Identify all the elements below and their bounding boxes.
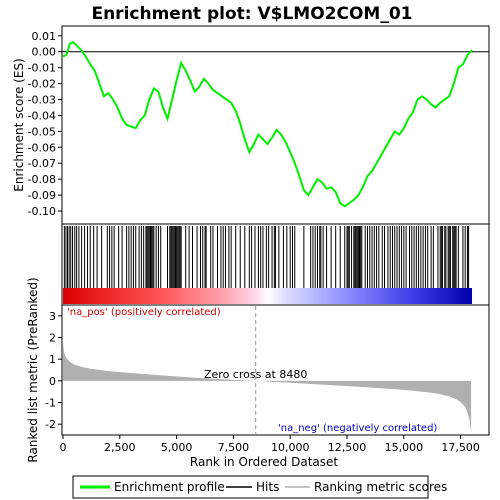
es-panel-frame [61,25,490,225]
x-tick-label: 17,500 [441,441,480,454]
ranked-y-tick-label: 1 [49,353,56,366]
es-y-tick-label: -0.06 [28,141,56,154]
x-tick-label: 12,500 [328,441,367,454]
es-y-tick-label: -0.03 [28,94,56,107]
rank-color-bar [63,288,472,304]
x-axis-label: Rank in Ordered Dataset [190,455,338,469]
es-y-tick-label: -0.07 [28,157,56,170]
es-y-tick-label: -0.10 [28,205,56,218]
legend-hits-label: Hits [256,480,279,494]
zero-cross-label: Zero cross at 8480 [204,368,307,381]
es-y-tick-label: -0.04 [28,109,56,122]
ranked-y-tick-label: -1 [45,397,56,410]
es-axis-label: Enrichment score (ES) [12,58,26,191]
ranked-y-tick-label: 0 [49,375,56,388]
es-y-tick-label: -0.01 [28,62,56,75]
x-tick-label: 7,500 [218,441,250,454]
x-tick-label: 5,000 [161,441,193,454]
ranked-y-tick-label: 2 [49,332,56,345]
x-tick-label: 2,500 [104,441,136,454]
enrichment-profile-line [62,41,473,208]
hit-marks [63,226,470,288]
negative-correlation-label: 'na_neg' (negatively correlated) [278,423,437,434]
x-tick-label: 0 [60,441,67,454]
ranked-metric-area [63,342,472,433]
es-y-tick-label: -0.05 [28,125,56,138]
es-y-tick-label: -0.02 [28,78,56,91]
legend-ranking-label: Ranking metric scores [314,480,447,494]
ranked-axis-label: Ranked list metric (PreRanked) [26,277,40,462]
es-y-tick-label: 0.00 [32,46,57,59]
chart-title: Enrichment plot: V$LMO2COM_01 [91,4,412,24]
x-tick-label: 15,000 [385,441,424,454]
es-y-tick-label: 0.01 [32,30,57,43]
ranked-y-tick-label: -2 [45,418,56,431]
x-tick-label: 10,000 [271,441,310,454]
es-y-tick-label: -0.09 [28,189,56,202]
ranked-y-tick-label: 3 [49,310,56,323]
es-y-tick-label: -0.08 [28,173,56,186]
positive-correlation-label: 'na_pos' (positively correlated) [67,307,221,318]
ranked-panel-frame [61,304,490,436]
legend-profile-label: Enrichment profile [114,480,225,494]
